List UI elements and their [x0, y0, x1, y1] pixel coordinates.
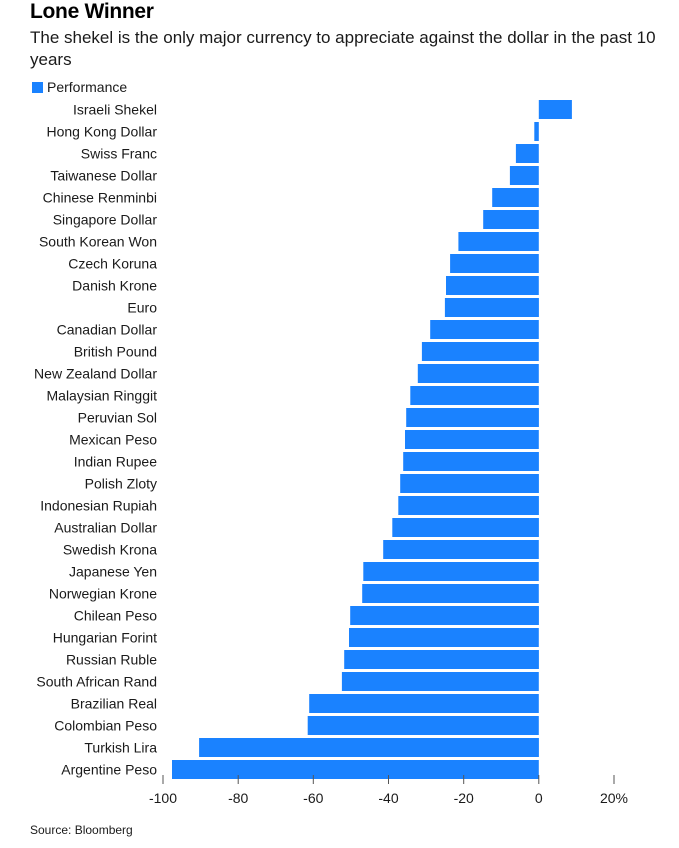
category-label: Israeli Shekel: [73, 102, 157, 118]
source-note: Source: Bloomberg: [30, 823, 133, 837]
category-label: Hungarian Forint: [53, 630, 157, 646]
bar: [444, 298, 539, 317]
category-label: Turkish Lira: [84, 740, 157, 756]
category-label: South Korean Won: [39, 234, 157, 250]
tick-label: -100: [149, 790, 177, 806]
bar: [344, 650, 539, 669]
category-label: British Pound: [74, 344, 157, 360]
bar: [309, 694, 539, 713]
bar: [363, 562, 539, 581]
category-label: Canadian Dollar: [57, 322, 158, 338]
bar: [405, 430, 539, 449]
category-label: Chilean Peso: [74, 608, 157, 624]
tick-label: -80: [228, 790, 248, 806]
bar: [383, 540, 539, 559]
category-label: Mexican Peso: [69, 432, 157, 448]
bar: [538, 100, 572, 119]
bar: [515, 144, 539, 163]
legend-swatch: [32, 81, 43, 93]
category-label: Hong Kong Dollar: [46, 124, 157, 140]
bar: [483, 210, 539, 229]
bar: [421, 342, 539, 361]
tick-label: -40: [378, 790, 398, 806]
category-label: Colombian Peso: [54, 718, 157, 734]
category-label: Brazilian Real: [71, 696, 157, 712]
bar: [199, 738, 539, 757]
category-label: Norwegian Krone: [49, 586, 157, 602]
category-label: Swedish Krona: [63, 542, 157, 558]
category-label: Singapore Dollar: [53, 212, 158, 228]
bar: [403, 452, 539, 471]
chart-title: Lone Winner: [30, 0, 154, 23]
category-label: Peruvian Sol: [78, 410, 157, 426]
bar: [307, 716, 539, 735]
bar: [350, 606, 539, 625]
bar: [446, 276, 539, 295]
bar: [172, 760, 539, 779]
bar: [400, 474, 539, 493]
bar: [349, 628, 539, 647]
category-label: Danish Krone: [72, 278, 157, 294]
chart-subtitle: The shekel is the only major currency to…: [30, 28, 656, 69]
bar-chart: Israeli Shekel Hong Kong Dollar Swiss Fran…: [34, 100, 628, 806]
category-label: Taiwanese Dollar: [50, 168, 157, 184]
category-label: Indian Rupee: [74, 454, 158, 470]
bar: [398, 496, 539, 515]
bar: [450, 254, 539, 273]
bar: [458, 232, 539, 251]
bar: [509, 166, 539, 185]
category-label: Malaysian Ringgit: [47, 388, 158, 404]
category-label: South African Rand: [36, 674, 157, 690]
category-label: Argentine Peso: [61, 762, 157, 778]
tick-label: 20%: [600, 790, 628, 806]
bar: [410, 386, 539, 405]
bar: [406, 408, 539, 427]
category-label: Swiss Franc: [81, 146, 157, 162]
category-label: Chinese Renminbi: [43, 190, 157, 206]
legend: Performance: [32, 79, 127, 95]
tick-label: -20: [454, 790, 474, 806]
category-label: Australian Dollar: [54, 520, 157, 536]
category-label: Polish Zloty: [85, 476, 157, 492]
bar: [534, 122, 539, 141]
category-label: Japanese Yen: [69, 564, 157, 580]
category-label: Euro: [127, 300, 157, 316]
bar: [362, 584, 539, 603]
category-label: Indonesian Rupiah: [40, 498, 157, 514]
bar: [417, 364, 539, 383]
bar: [392, 518, 539, 537]
legend-label: Performance: [47, 79, 128, 95]
category-label: Russian Ruble: [66, 652, 157, 668]
category-label: Czech Koruna: [68, 256, 157, 272]
category-label: New Zealand Dollar: [34, 366, 157, 382]
bar: [341, 672, 539, 691]
tick-label: 0: [535, 790, 543, 806]
bar: [430, 320, 539, 339]
bar: [492, 188, 539, 207]
tick-label: -60: [303, 790, 323, 806]
